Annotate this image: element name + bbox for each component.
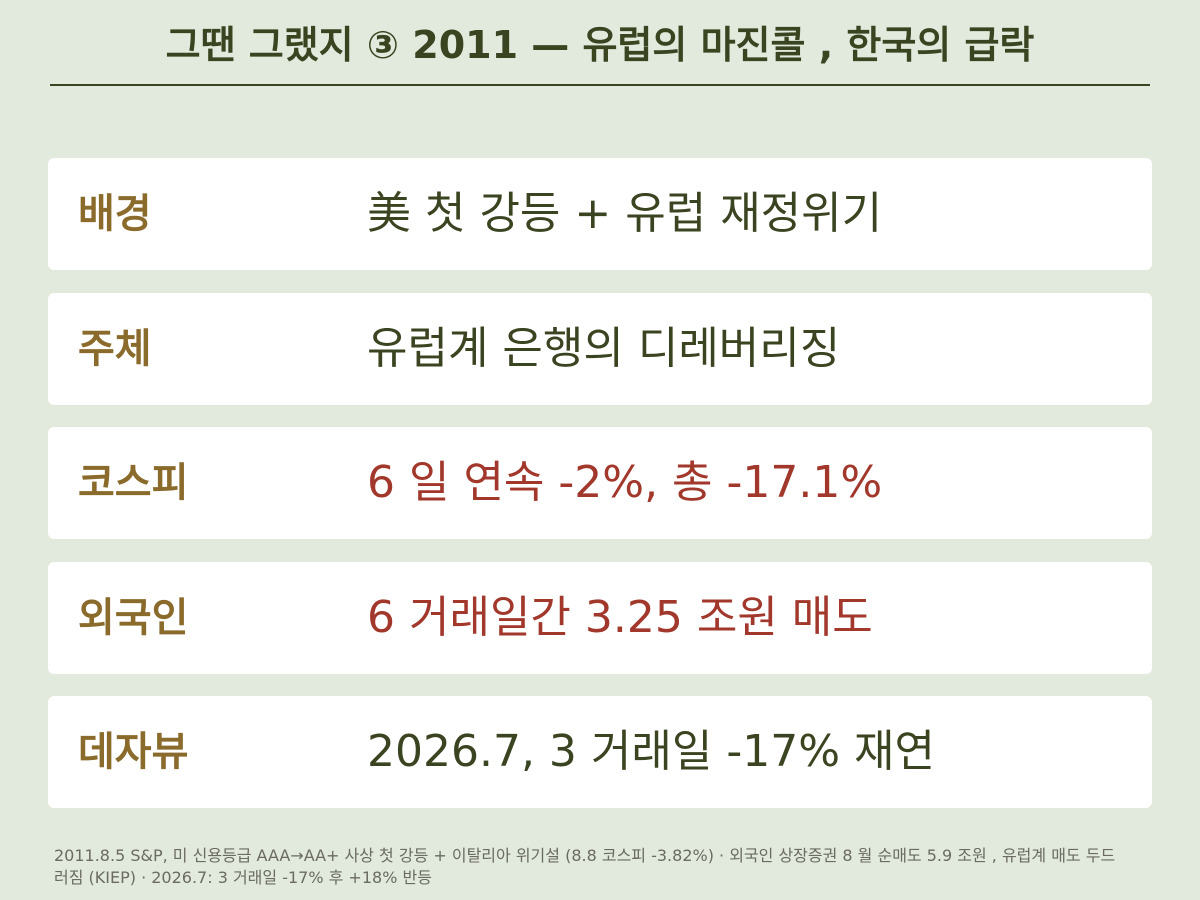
row-card: 코스피 6 일 연속 -2%, 총 -17.1% — [48, 427, 1152, 539]
row-card: 데자뷰 2026.7, 3 거래일 -17% 재연 — [48, 696, 1152, 808]
row-value: 6 일 연속 -2%, 총 -17.1% — [367, 457, 883, 508]
row-value: 6 거래일간 3.25 조원 매도 — [367, 591, 873, 643]
title: 그땐 그랬지 ③ 2011 — 유럽의 마진콜 , 한국의 급락 — [50, 14, 1150, 86]
row-card: 배경 美 첫 강등 + 유럽 재정위기 — [48, 158, 1152, 270]
row-value: 2026.7, 3 거래일 -17% 재연 — [367, 726, 935, 777]
row-card: 외국인 6 거래일간 3.25 조원 매도 — [48, 561, 1152, 674]
row-label: 주체 — [78, 325, 152, 372]
row-value: 美 첫 강등 + 유럽 재정위기 — [367, 188, 883, 239]
row-label: 코스피 — [78, 460, 189, 506]
row-label: 배경 — [78, 191, 152, 237]
row-value: 유럽계 은행의 디레버리징 — [367, 322, 841, 374]
row-label: 데자뷰 — [78, 729, 189, 775]
footnote: 2011.8.5 S&P, 미 신용등급 AAA→AA+ 사상 첫 강등 + 이… — [54, 846, 1116, 887]
row-label: 외국인 — [78, 594, 189, 641]
row-card: 주체 유럽계 은행의 디레버리징 — [48, 292, 1152, 405]
